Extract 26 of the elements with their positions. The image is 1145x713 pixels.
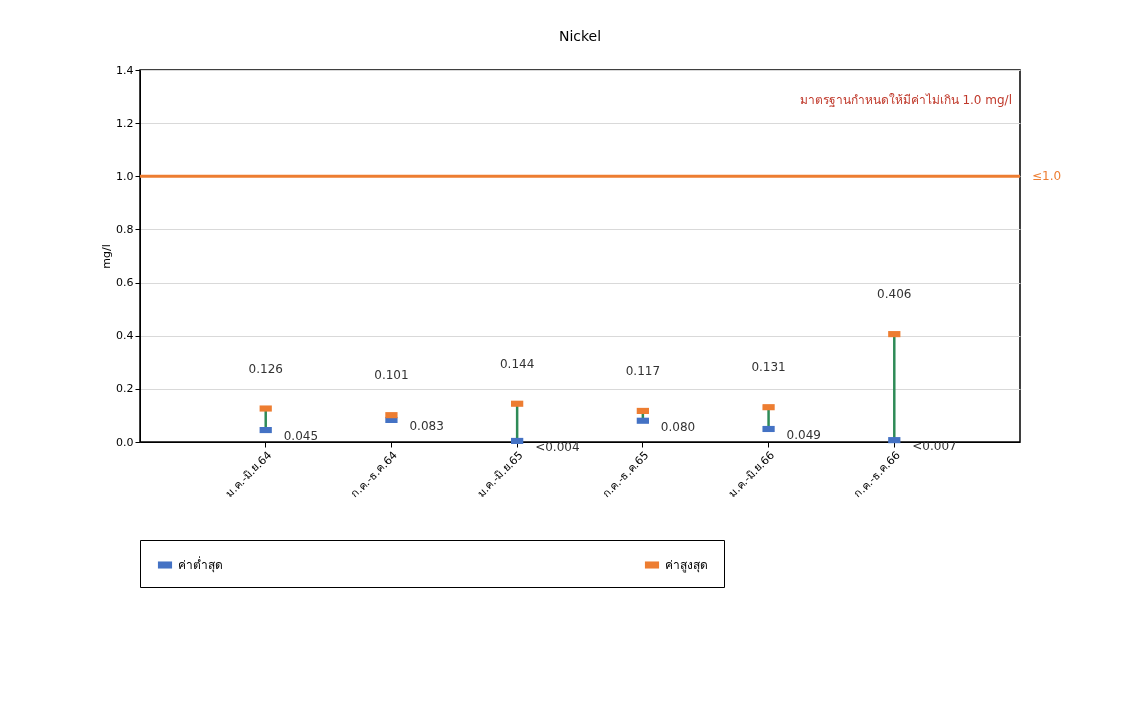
- y-tick-label: 0.4: [116, 329, 134, 343]
- data-label: 0.406: [877, 287, 912, 302]
- y-tick-label: 1.0: [116, 169, 134, 183]
- chart-title: Nickel: [558, 28, 602, 44]
- y-tick-label: 0.8: [116, 222, 134, 236]
- y-tick-label: 0.0: [116, 435, 134, 449]
- data-label: 0.083: [409, 418, 444, 433]
- ref-line-label: ≤1.0: [1032, 169, 1062, 184]
- legend-label: ค่าสูงสุด: [665, 558, 708, 573]
- data-label: <0.007: [912, 439, 957, 454]
- y-tick-label: 1.4: [116, 63, 134, 77]
- y-tick-label: 0.6: [116, 276, 134, 290]
- data-label: 0.126: [248, 361, 283, 376]
- y-tick-label: 0.2: [116, 382, 134, 396]
- y-axis-title: mg/l: [100, 244, 114, 269]
- data-label: 0.080: [660, 419, 696, 434]
- data-label: 0.045: [283, 429, 319, 444]
- data-label: 0.049: [786, 427, 821, 442]
- annotation: มาตรฐานกำหนดให้มีค่าไม่เกิน 1.0 mg/l: [799, 93, 1012, 107]
- data-label: 0.131: [751, 360, 786, 375]
- data-label: 0.101: [374, 368, 409, 383]
- data-label: 0.117: [625, 363, 661, 378]
- data-label: <0.004: [535, 439, 580, 454]
- y-tick-label: 1.2: [116, 116, 134, 130]
- data-label: 0.144: [499, 356, 535, 371]
- legend-label: ค่าต่ำสุด: [178, 556, 223, 573]
